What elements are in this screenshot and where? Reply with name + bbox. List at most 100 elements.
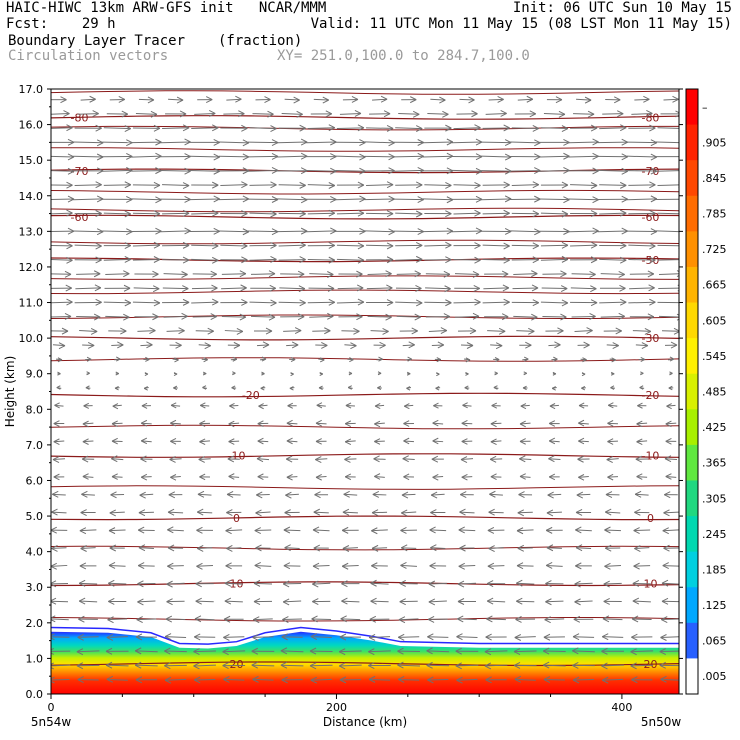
wind-vector-head — [446, 152, 454, 160]
wind-vector-head — [252, 633, 259, 641]
wind-vector — [277, 155, 308, 158]
wind-vector-head — [353, 327, 360, 335]
wind-vector — [140, 344, 153, 347]
wind-vector — [80, 547, 96, 549]
wind-vector — [514, 678, 536, 681]
wind-vector-head — [456, 633, 463, 641]
wind-vector-head — [283, 562, 291, 570]
wind-vector — [603, 582, 622, 585]
wind-vector — [546, 564, 563, 567]
wind-vector — [600, 315, 625, 318]
wind-vector-head — [475, 167, 483, 175]
wind-vector — [279, 287, 305, 290]
wind-vector-head — [619, 242, 627, 250]
wind-vector-head — [572, 633, 580, 641]
wind-vector — [510, 230, 541, 233]
wind-vector-head — [581, 372, 586, 377]
wind-vector — [481, 155, 512, 158]
wind-vector-head — [357, 298, 365, 306]
wind-vector-head — [403, 403, 410, 410]
wind-vector-head — [415, 125, 423, 133]
wind-vector-head — [153, 241, 161, 249]
wind-vector-head — [267, 110, 274, 118]
wind-vector — [540, 258, 568, 261]
wind-vector-head — [153, 256, 161, 263]
wind-vector-head — [431, 455, 439, 463]
wind-vector-head — [644, 327, 652, 335]
wind-vector-head — [195, 580, 202, 588]
wind-vector-head — [386, 284, 393, 292]
wind-vector-head — [344, 420, 352, 428]
wind-vector-head — [340, 615, 347, 623]
colorbar-swatch — [686, 195, 698, 232]
wind-vector-head — [444, 285, 451, 293]
wind-vector-head — [107, 616, 114, 624]
wind-vector-head — [327, 285, 335, 292]
wind-vector-head — [427, 633, 434, 641]
wind-vector — [106, 664, 129, 667]
wind-vector-head — [534, 228, 541, 236]
wind-vector-head — [399, 580, 406, 587]
wind-vector-head — [439, 96, 446, 104]
wind-vector — [335, 198, 366, 201]
wind-vector — [519, 422, 531, 425]
wind-vector — [315, 476, 327, 478]
wind-vector — [73, 155, 104, 158]
wind-vector-head — [149, 327, 156, 335]
wind-vector-head — [193, 676, 201, 684]
wind-vector — [570, 244, 598, 247]
wind-vector — [395, 127, 423, 130]
wind-vector-head — [397, 647, 404, 655]
wind-vector-head — [222, 648, 229, 656]
wind-vector — [111, 344, 124, 347]
wind-vector-head — [120, 327, 127, 335]
wind-vector-head — [52, 490, 59, 498]
field-name: Boundary Layer Tracer — [8, 33, 186, 49]
wind-vector-head — [271, 139, 279, 147]
wind-vector-head — [328, 242, 336, 249]
wind-vector-head — [469, 327, 477, 335]
wind-vector-head — [155, 227, 162, 235]
wind-vector — [132, 301, 160, 304]
wind-vector-head — [94, 284, 102, 292]
wind-vector-head — [513, 661, 521, 669]
wind-vector — [368, 650, 391, 653]
wind-vector-head — [621, 167, 628, 175]
wind-vector-head — [193, 662, 200, 670]
wind-vector-head — [78, 579, 86, 587]
wind-vector-head — [270, 125, 277, 133]
wind-vector-head — [290, 357, 296, 363]
wind-vector — [574, 330, 593, 332]
wind-vector-head — [417, 139, 424, 146]
wind-vector-head — [650, 228, 658, 235]
wind-vector-head — [399, 598, 406, 606]
wind-vector-head — [359, 227, 366, 235]
wind-vector-head — [164, 662, 171, 670]
wind-vector-head — [412, 110, 420, 118]
wind-vector-head — [83, 402, 90, 409]
wind-vector — [576, 547, 592, 549]
contour-label: -80 — [71, 111, 89, 124]
wind-vector-head — [587, 110, 595, 118]
wind-vector-head — [349, 357, 354, 363]
wind-vector — [223, 113, 245, 115]
wind-vector-head — [165, 615, 173, 623]
wind-vector-head — [115, 356, 121, 362]
wind-vector — [482, 301, 510, 304]
wind-vector-head — [315, 438, 322, 445]
wind-vector-head — [632, 580, 640, 587]
wind-vector-head — [446, 138, 454, 146]
wind-vector-head — [542, 661, 550, 669]
wind-vector-head — [660, 634, 667, 641]
wind-vector — [257, 440, 269, 443]
wind-vector-head — [60, 96, 67, 104]
wind-vector-head — [328, 182, 336, 189]
wind-vector — [307, 184, 335, 186]
wind-vector — [454, 315, 480, 318]
wind-vector — [370, 582, 389, 585]
wind-vector-head — [138, 544, 146, 552]
wind-vector — [511, 127, 539, 129]
wind-vector — [662, 565, 679, 567]
wind-vector-head — [242, 139, 250, 147]
wind-vector-head — [386, 256, 394, 264]
